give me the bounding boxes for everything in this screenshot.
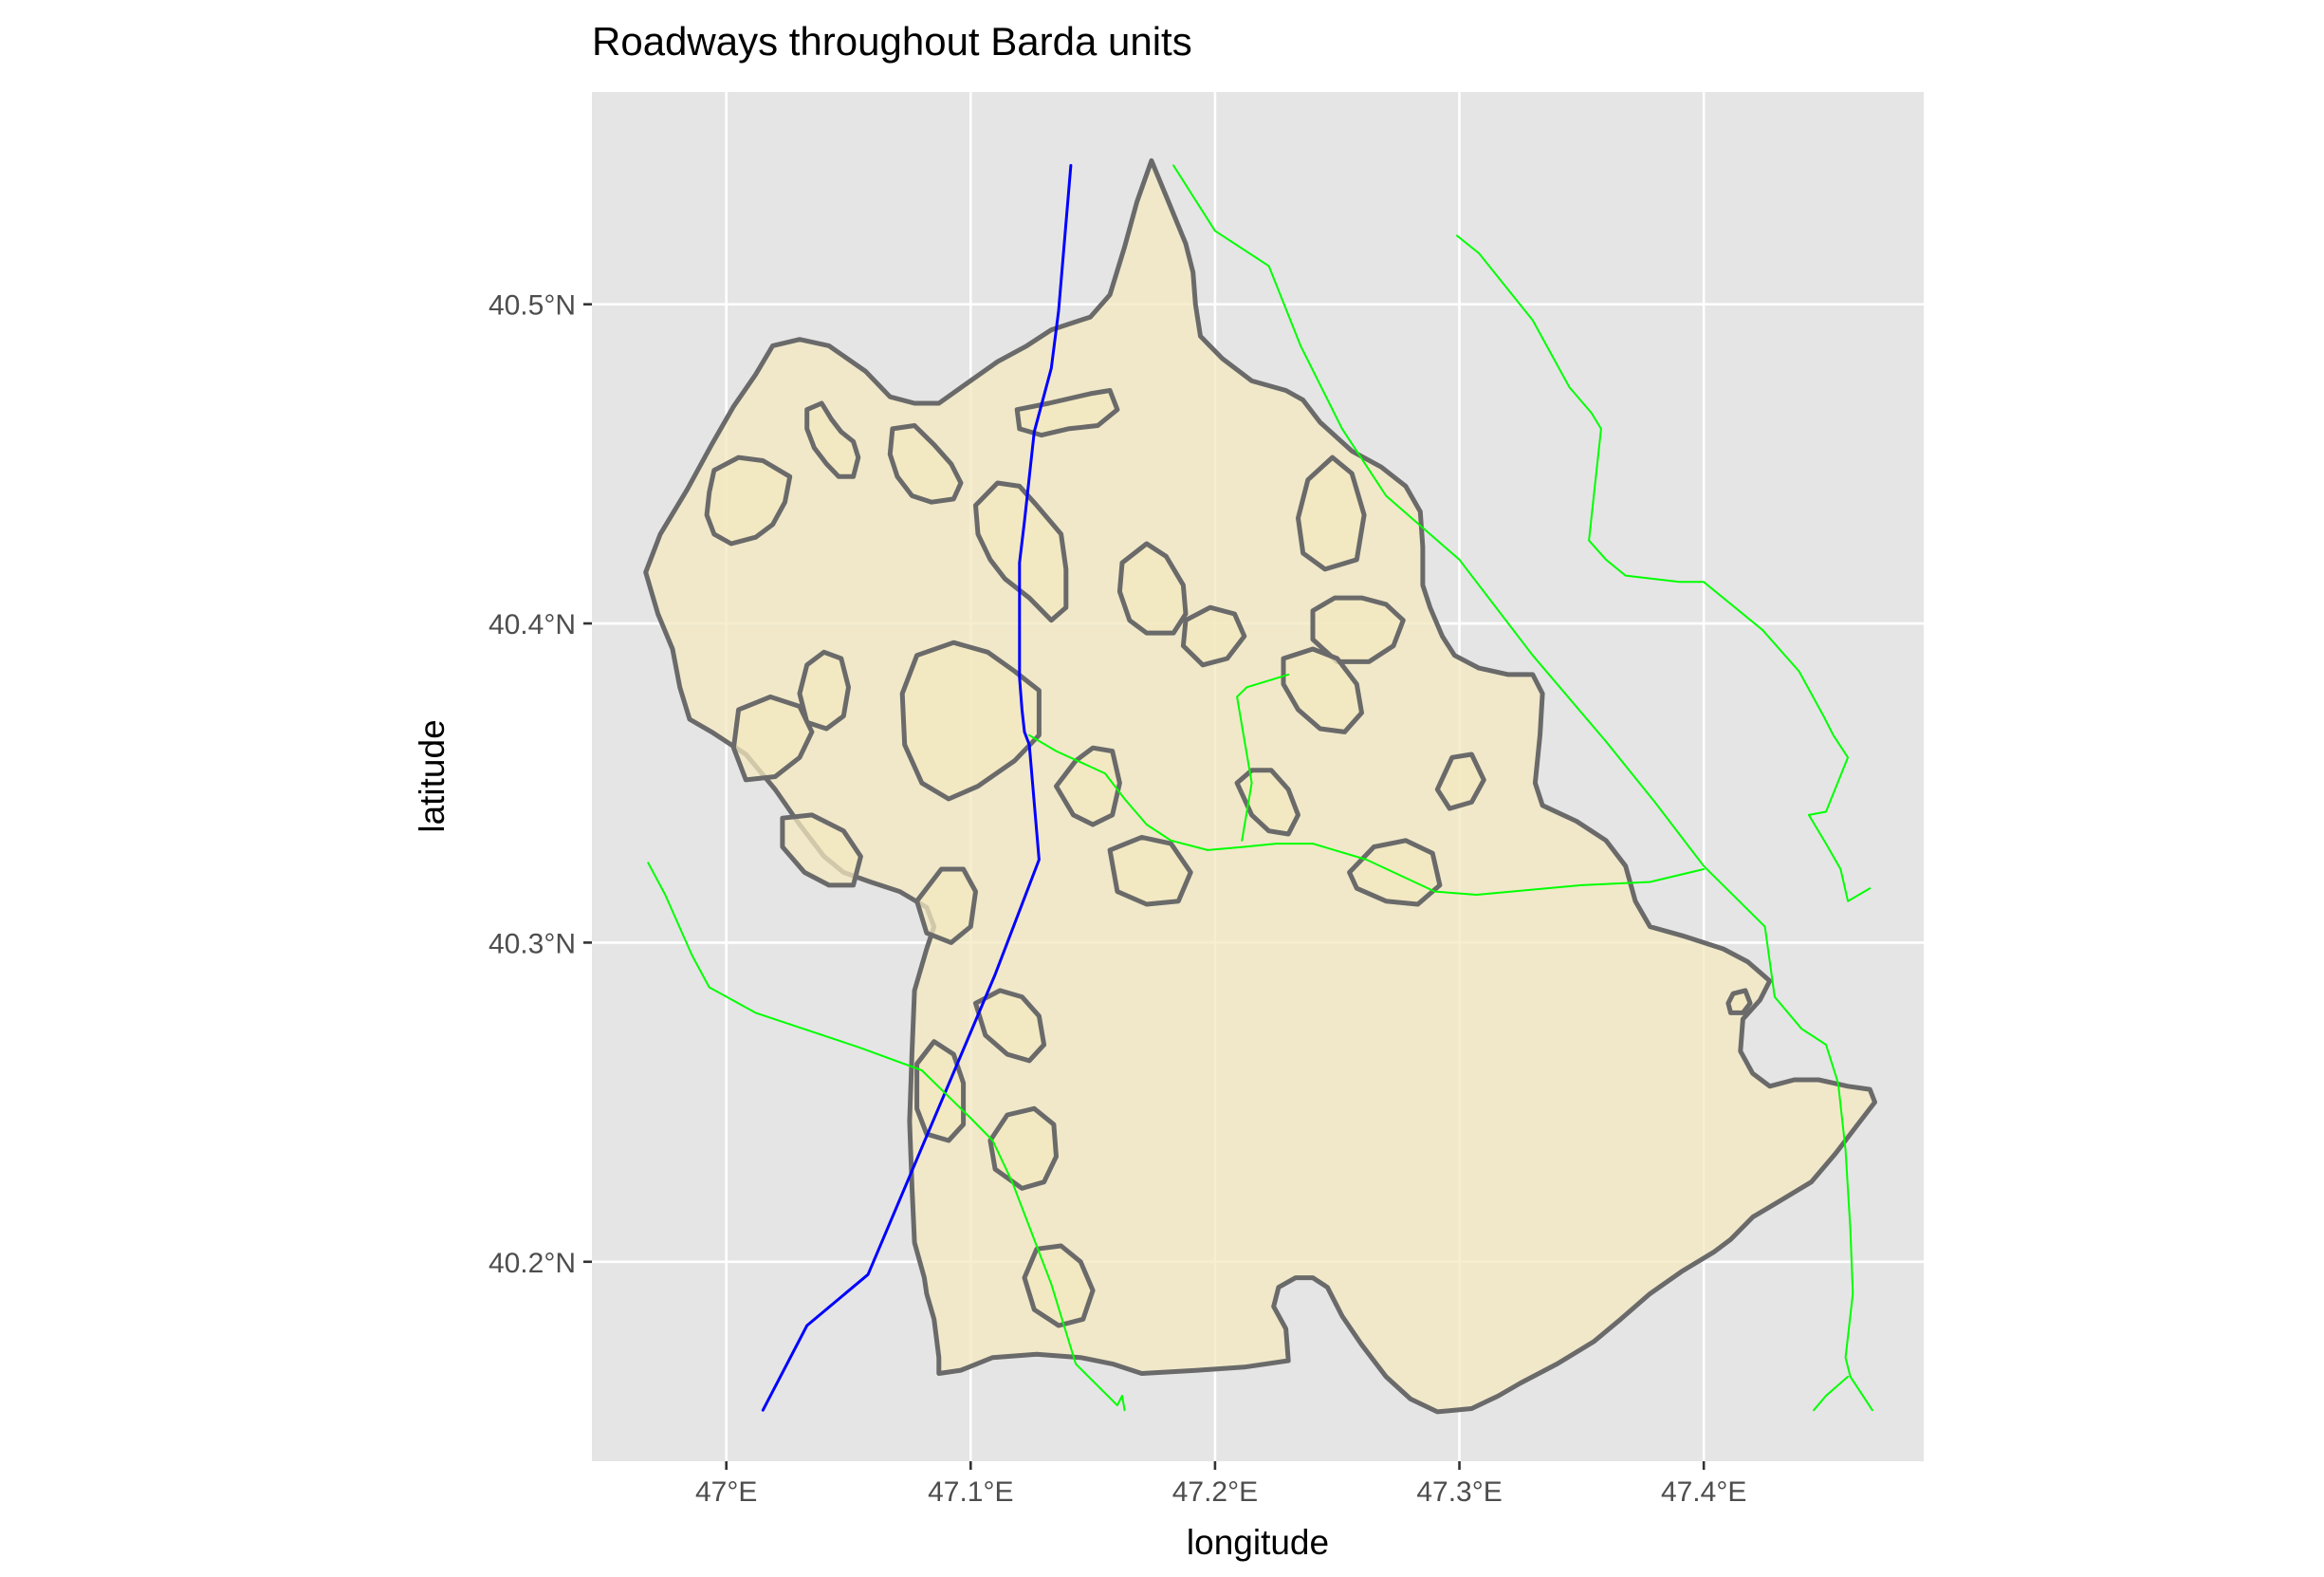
barda-subunit: [1725, 988, 1753, 1015]
x-tick-label: 47°E: [695, 1476, 757, 1508]
y-tick-label: 40.5°N: [489, 290, 576, 322]
x-tick-label: 47.4°E: [1661, 1476, 1746, 1508]
road-secondary: [1456, 234, 1872, 902]
barda-subunit: [804, 400, 861, 479]
barda-subunit: [780, 812, 863, 888]
barda-subunit: [1054, 745, 1122, 827]
barda-subunit: [914, 1039, 967, 1143]
y-tick-label: 40.2°N: [489, 1248, 576, 1279]
barda-subunit: [1434, 751, 1486, 811]
y-tick-label: 40.3°N: [489, 928, 576, 959]
chart-title: Roadways throughout Barda units: [592, 19, 1192, 64]
barda-subunit: [899, 640, 1042, 802]
x-axis-title: longitude: [1187, 1523, 1329, 1562]
barda-subunit: [1022, 1243, 1096, 1328]
y-axis-title: latitude: [413, 719, 452, 832]
road-secondary: [1236, 673, 1290, 842]
x-tick-label: 47.3°E: [1416, 1476, 1502, 1508]
barda-subunit: [1281, 646, 1364, 734]
road-secondary: [647, 862, 1126, 1412]
barda-subunit: [1310, 595, 1406, 664]
barda-subunit: [1014, 388, 1120, 438]
road-secondary: [1028, 733, 1706, 896]
barda-subunit: [730, 694, 815, 783]
barda-subunit: [1234, 768, 1300, 837]
y-tick-label: 40.4°N: [489, 609, 576, 640]
barda-subunit: [1180, 604, 1247, 668]
x-tick-label: 47.2°E: [1172, 1476, 1258, 1508]
barda-subunit: [973, 988, 1047, 1064]
barda-region: [643, 158, 1877, 1415]
barda-subunit: [1116, 541, 1189, 636]
axes: 47°E 47.1°E 47.2°E 47.3°E 47.4°E 40.2°N 40.3°N…: [489, 290, 1746, 1508]
barda-subunit: [914, 866, 978, 945]
road-secondary: [1172, 164, 1873, 1412]
barda-subunit: [704, 455, 793, 547]
barda-subunit: [1107, 834, 1193, 907]
road-primary: [761, 163, 1073, 1412]
x-tick-label: 47.1°E: [928, 1476, 1013, 1508]
barda-subunit: [887, 423, 964, 505]
barda-subunit: [797, 649, 851, 732]
road-secondary: [1813, 1375, 1850, 1412]
barda-subunit: [1296, 455, 1367, 572]
roads-layer: [647, 163, 1873, 1412]
